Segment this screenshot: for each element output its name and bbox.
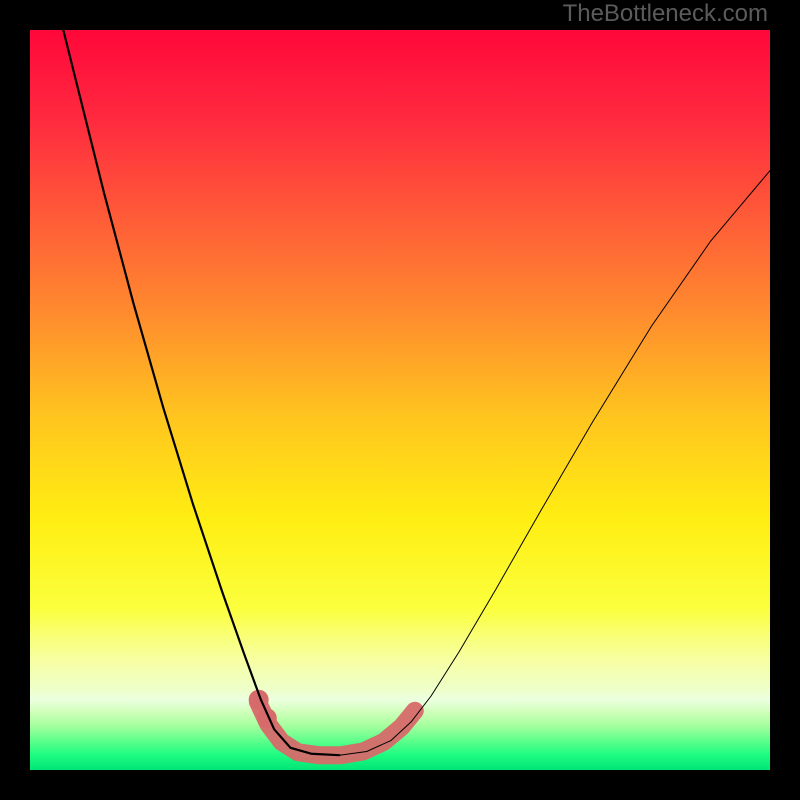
highlight-band (258, 702, 415, 755)
watermark-text: TheBottleneck.com (563, 0, 768, 28)
main-curve-right (339, 171, 770, 756)
main-curve-left (63, 30, 339, 755)
chart-stage: TheBottleneck.com (0, 0, 800, 800)
curve-layer (30, 30, 770, 770)
plot-area (30, 30, 770, 770)
